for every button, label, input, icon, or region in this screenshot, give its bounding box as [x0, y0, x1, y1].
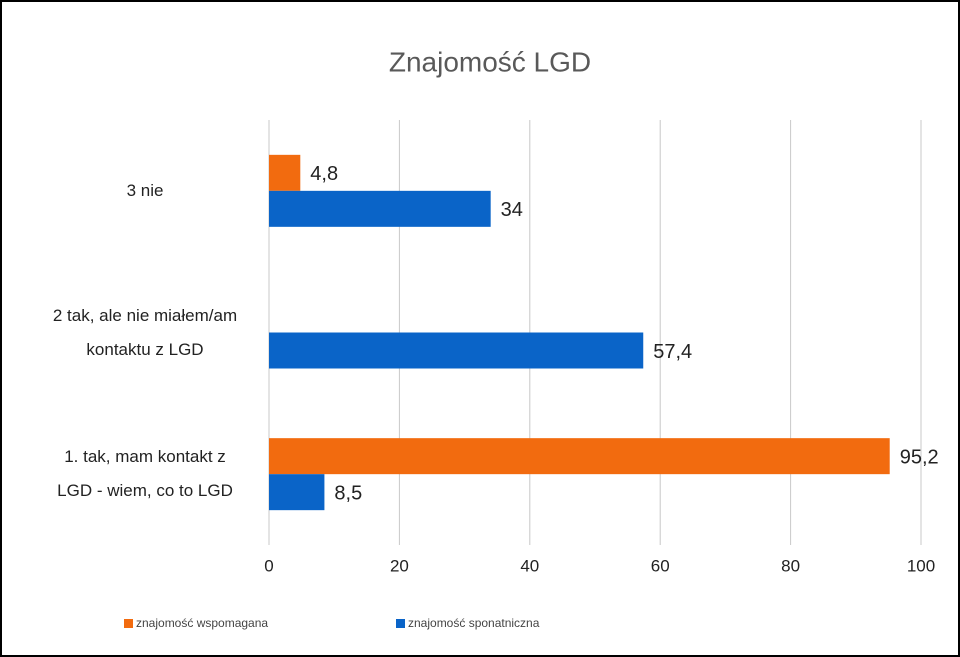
y-tick-label: 3 nie	[126, 180, 164, 200]
value-label: 57,4	[653, 341, 692, 363]
bar	[269, 190, 491, 227]
value-label: 8,5	[334, 482, 362, 504]
legend-swatch	[124, 619, 133, 628]
chart-title: Znajomość LGD	[389, 46, 591, 77]
x-tick-label: 20	[390, 556, 409, 575]
x-tick-label: 100	[907, 556, 935, 575]
legend-label: znajomość wspomagana	[136, 616, 268, 630]
bar	[269, 332, 644, 369]
value-label: 95,2	[900, 446, 939, 468]
x-tick-label: 0	[264, 556, 273, 575]
x-tick-label: 60	[651, 556, 670, 575]
x-tick-label: 40	[520, 556, 539, 575]
legend-label: znajomość sponatniczna	[408, 616, 540, 630]
bar	[269, 154, 301, 191]
y-tick-label: 1. tak, mam kontakt z LGD - wiem, co to …	[57, 447, 233, 501]
y-tick-label: 2 tak, ale nie miałem/am kontaktu z LGD	[52, 305, 238, 359]
bar	[269, 438, 890, 475]
legend-swatch	[396, 619, 405, 628]
x-tick-label: 80	[781, 556, 800, 575]
value-label: 34	[501, 199, 523, 221]
value-label: 4,8	[310, 163, 338, 185]
bar	[269, 474, 325, 511]
